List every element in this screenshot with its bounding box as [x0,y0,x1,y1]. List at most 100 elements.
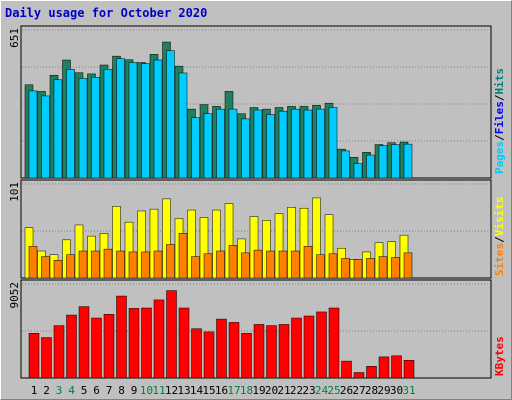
bar-kbytes-day-1 [28,333,40,379]
bar-files-day-26 [341,150,350,179]
bar-kbytes-day-11 [153,299,165,379]
x-tick-label-day-11: 11 [152,384,165,397]
bar-sites-day-30 [391,257,400,279]
bar-files-day-14 [191,117,200,179]
bar-sites-day-16 [216,250,225,279]
bar-sites-day-26 [341,258,350,279]
bar-sites-day-25 [328,253,338,279]
x-tick-label-day-30: 30 [390,384,403,397]
x-tick-label-day-26: 26 [340,384,353,397]
legend-hits-files-pages-part-1: / [493,134,506,141]
bar-kbytes-day-2 [41,337,52,379]
bar-sites-day-17 [228,245,238,279]
bar-files-day-2 [41,95,50,179]
x-tick-label-day-27: 27 [352,384,365,397]
bar-kbytes-day-8 [116,295,127,379]
bar-files-day-7 [103,69,113,179]
bar-sites-day-27 [353,259,363,279]
bar-kbytes-day-28 [366,366,377,379]
bar-files-day-10 [141,63,150,179]
legend-visits-sites-part-0: Sites [493,243,506,276]
bar-sites-day-2 [41,256,50,279]
bar-files-day-8 [116,58,125,179]
bar-sites-day-7 [103,248,113,279]
x-tick-label-day-21: 21 [277,384,290,397]
bar-kbytes-day-29 [378,356,390,379]
bar-kbytes-day-7 [103,314,115,379]
bar-files-day-9 [128,62,138,179]
bar-files-day-19 [253,109,263,179]
legend-visits-sites: Sites/Visits [493,197,506,277]
x-tick-label-day-20: 20 [265,384,278,397]
x-tick-label-day-19: 19 [252,384,265,397]
bar-files-day-4 [66,69,75,179]
x-tick-label-day-18: 18 [240,384,253,397]
bar-sites-day-13 [178,233,188,279]
x-tick-label-day-23: 23 [302,384,315,397]
x-tick-label-day-15: 15 [202,384,215,397]
bar-sites-day-8 [116,250,125,279]
x-tick-label-day-1: 1 [31,384,38,397]
bar-sites-day-31 [403,252,413,279]
x-tick-label-day-9: 9 [131,384,138,397]
bar-files-day-31 [403,143,413,179]
bar-files-day-22 [291,108,300,179]
bar-kbytes-day-26 [341,360,352,379]
bar-files-day-28 [366,154,375,179]
bar-kbytes-day-19 [253,324,265,379]
bar-files-day-23 [303,109,313,179]
bar-sites-day-14 [191,256,200,279]
legend-visits-sites-part-1: / [493,236,506,243]
bar-kbytes-day-3 [53,325,65,379]
x-tick-label-day-10: 10 [140,384,153,397]
bar-kbytes-day-23 [303,315,315,379]
x-tick-label-day-13: 13 [177,384,190,397]
bar-sites-day-18 [241,252,250,279]
x-tick-label-day-4: 4 [68,384,75,397]
bar-files-day-6 [91,77,100,179]
y-max-label-kbytes: 9052 [8,282,21,309]
bar-files-day-27 [353,163,363,179]
bar-sites-day-4 [66,254,75,279]
bar-files-day-29 [378,145,388,179]
legend-visits-sites-part-2: Visits [493,197,506,237]
bar-sites-day-5 [78,250,88,279]
x-tick-label-day-29: 29 [377,384,390,397]
x-tick-label-day-28: 28 [365,384,378,397]
x-tick-label-day-14: 14 [190,384,204,397]
y-max-label-visits-sites: 101 [8,182,21,202]
legend-kbytes: KBytes [493,336,506,376]
bar-kbytes-day-9 [128,308,140,379]
bar-sites-day-28 [366,258,375,279]
bar-sites-day-3 [53,260,63,279]
x-tick-label-day-24: 24 [315,384,329,397]
legend-hits-files-pages-part-0: Pages [493,141,506,174]
x-tick-label-day-2: 2 [43,384,50,397]
x-tick-label-day-3: 3 [56,384,63,397]
x-tick-label-day-16: 16 [215,384,228,397]
x-tick-label-day-12: 12 [165,384,178,397]
bar-sites-day-11 [153,250,163,279]
bar-files-day-11 [153,59,163,179]
bar-files-day-12 [166,50,175,179]
y-max-label-hits-files-pages: 651 [8,28,21,48]
x-tick-label-day-5: 5 [81,384,88,397]
bar-kbytes-day-21 [278,324,290,379]
legend-hits-files-pages-part-4: Hits [493,68,506,95]
bar-kbytes-day-18 [241,333,252,379]
bar-files-day-16 [216,108,225,179]
bar-files-day-5 [78,78,88,179]
bar-kbytes-day-27 [353,372,365,379]
bar-sites-day-23 [303,246,313,279]
bar-sites-day-24 [316,254,325,279]
bar-sites-day-12 [166,244,175,279]
bar-sites-day-22 [291,250,300,279]
x-tick-label-day-7: 7 [106,384,113,397]
legend-hits-files-pages: Pages/Files/Hits [493,68,506,174]
bar-sites-day-21 [278,250,288,279]
bar-files-day-1 [28,90,38,179]
bar-files-day-21 [278,110,288,179]
bar-kbytes-day-31 [403,359,415,379]
x-tick-label-day-25: 25 [327,384,340,397]
